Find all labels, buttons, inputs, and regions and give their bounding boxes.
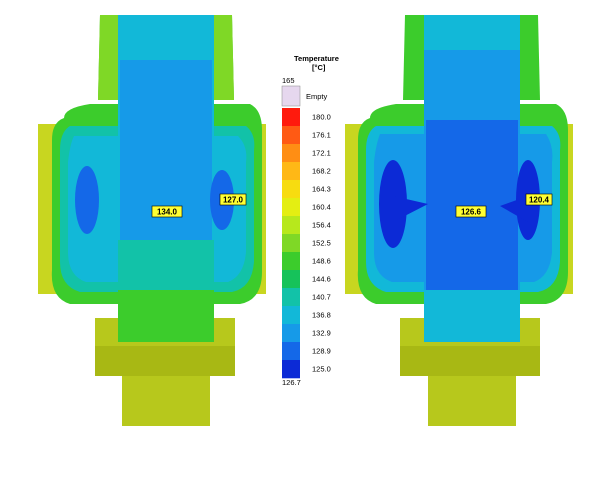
- legend-tick-label-2: 176.1: [312, 131, 331, 140]
- left-side-label: 127.0: [223, 196, 244, 205]
- legend-tick-label-15: 125.0: [312, 365, 331, 374]
- legend-swatch-11: [282, 288, 300, 307]
- legend-levels: 180.0 176.1 172.1 168.2 164.3 160.4 156.4 152.5…: [282, 108, 331, 379]
- right-center-label-box: [455, 205, 487, 218]
- legend-swatch-7: [282, 216, 300, 235]
- legend-title: Temperature: [294, 54, 339, 63]
- legend-tick-label-6: 160.4: [312, 203, 331, 212]
- legend-tick-label-13: 132.9: [312, 329, 331, 338]
- left-hot-spot-l: [75, 166, 99, 234]
- legend-tick-label-14: 128.9: [312, 347, 331, 356]
- legend-empty-label: Empty: [306, 92, 328, 101]
- legend-min-label: 126.7: [282, 378, 301, 387]
- legend-swatch-10: [282, 270, 300, 289]
- legend-swatch-15: [282, 360, 300, 379]
- legend-tick-label-8: 152.5: [312, 239, 331, 248]
- legend-swatch-3: [282, 144, 300, 163]
- right-center-label: 126.6: [461, 208, 482, 217]
- legend-tick-label-7: 156.4: [312, 221, 331, 230]
- right-side-label: 120.4: [529, 196, 550, 205]
- legend-tick-label-4: 168.2: [312, 167, 331, 176]
- left-side-label-box: [219, 193, 247, 206]
- left-center-label: 134.0: [157, 208, 178, 217]
- legend-swatch-1: [282, 108, 300, 127]
- legend-tick-label-10: 144.6: [312, 275, 331, 284]
- legend-swatch-5: [282, 180, 300, 199]
- legend-unit: [°C]: [312, 63, 326, 72]
- right-part: 126.6 120.4: [345, 15, 573, 426]
- legend-swatch-9: [282, 252, 300, 271]
- legend-tick-label-1: 180.0: [312, 113, 331, 122]
- left-stem: [122, 372, 210, 426]
- legend-empty-swatch: [281, 85, 301, 107]
- legend-swatch-12: [282, 306, 300, 325]
- legend-max-label: 165: [282, 76, 295, 85]
- legend-swatch-6: [282, 198, 300, 217]
- legend-swatch-8: [282, 234, 300, 253]
- legend-swatch-4: [282, 162, 300, 181]
- legend-tick-label-5: 164.3: [312, 185, 331, 194]
- legend-tick-label-12: 136.8: [312, 311, 331, 320]
- legend-tick-label-9: 148.6: [312, 257, 331, 266]
- left-center-label-box: [151, 205, 183, 218]
- legend-tick-label-3: 172.1: [312, 149, 331, 158]
- legend-swatch-2: [282, 126, 300, 145]
- right-stem: [428, 372, 516, 426]
- left-part: 134.0 127.0: [38, 15, 266, 426]
- right-side-label-box: [525, 193, 553, 206]
- legend-tick-label-11: 140.7: [312, 293, 331, 302]
- legend-swatch-13: [282, 324, 300, 343]
- temperature-legend: Temperature [°C] 165 Empty 180.0 176.1 172…: [281, 54, 339, 387]
- legend-swatch-14: [282, 342, 300, 361]
